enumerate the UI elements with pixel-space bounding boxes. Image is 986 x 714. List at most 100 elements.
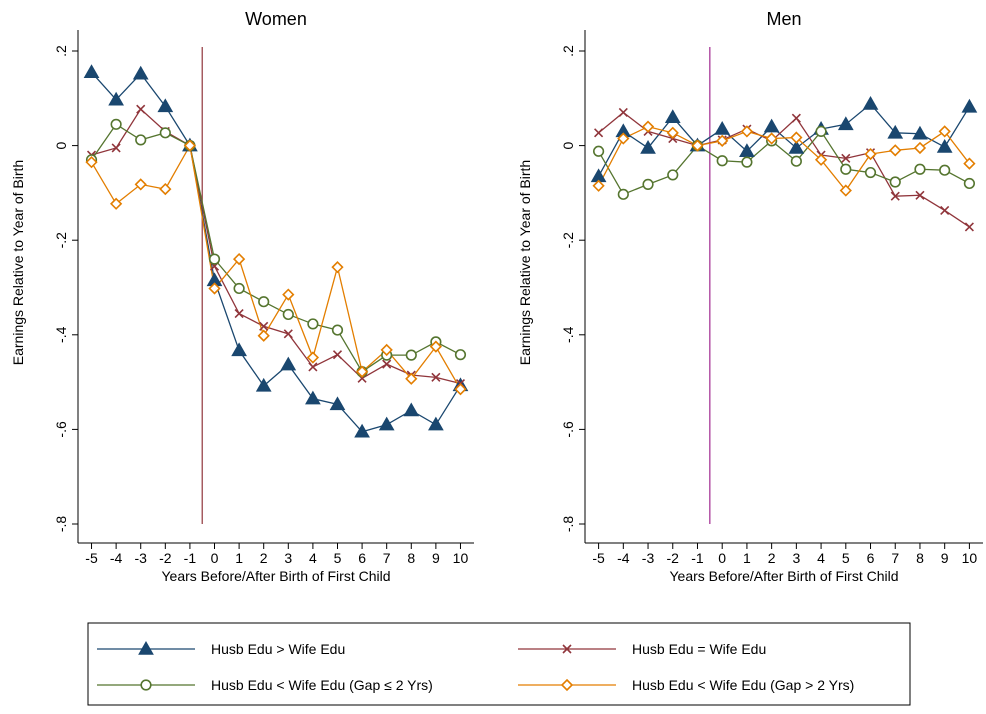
data-point-men-0: [664, 109, 681, 123]
data-point-women-3: [380, 343, 393, 357]
data-point-men-1: [791, 113, 801, 123]
y-tick-label-women: -.4: [53, 326, 69, 343]
data-point-men-3: [889, 144, 902, 157]
series-line-men-0: [598, 103, 970, 177]
data-point-women-1: [136, 104, 146, 114]
data-point-men-2: [790, 155, 802, 167]
data-point-women-3: [183, 139, 197, 152]
data-point-women-1: [234, 308, 244, 319]
data-point-men-1: [841, 153, 851, 163]
data-point-women-0: [83, 64, 100, 79]
data-point-women-0: [157, 98, 174, 113]
data-point-men-0: [640, 139, 656, 154]
y-tick-label-women: 0: [53, 141, 69, 149]
x-tick-label-women: -3: [134, 550, 147, 566]
data-point-men-0: [739, 143, 755, 158]
data-point-men-0: [862, 95, 879, 110]
data-point-men-3: [864, 147, 877, 161]
data-point-women-3: [257, 329, 270, 342]
data-point-men-3: [641, 120, 655, 133]
x-tick-label-men: -3: [642, 550, 655, 566]
series-line-women-3: [90, 143, 462, 390]
data-point-women-3: [208, 282, 221, 295]
y-tick-label-men: 0: [560, 141, 576, 149]
data-point-women-3: [109, 197, 123, 210]
y-tick-label-men: -.4: [560, 326, 576, 343]
data-point-men-1: [964, 222, 974, 232]
x-tick-label-women: -4: [110, 550, 123, 566]
data-point-men-3: [814, 153, 828, 166]
data-point-men-2: [667, 169, 679, 181]
chart-title-men: Men: [766, 9, 801, 29]
x-tick-label-men: 1: [743, 550, 751, 566]
data-point-women-0: [329, 396, 346, 411]
data-point-men-3: [617, 132, 630, 145]
data-point-men-2: [840, 163, 852, 175]
data-point-women-1: [431, 372, 441, 382]
x-tick-label-women: 7: [383, 550, 391, 566]
data-point-men-2: [815, 125, 827, 138]
data-point-women-1: [308, 362, 318, 372]
data-point-men-1: [594, 128, 604, 138]
data-point-women-0: [305, 390, 321, 405]
legend-marker-1: [562, 644, 572, 654]
y-axis-label-women: Earnings Relative to Year of Birth: [10, 160, 26, 365]
data-point-women-0: [354, 423, 370, 438]
x-tick-label-men: -1: [691, 550, 704, 566]
data-point-women-0: [378, 416, 395, 431]
x-tick-label-men: 10: [962, 550, 978, 566]
legend-label-3: Husb Edu < Wife Edu (Gap > 2 Yrs): [632, 677, 854, 693]
legend-marker-0: [138, 640, 154, 655]
x-tick-label-women: 6: [358, 550, 366, 566]
data-point-men-0: [887, 124, 904, 139]
x-tick-label-women: 10: [453, 550, 469, 566]
data-point-women-3: [306, 351, 320, 364]
data-point-women-3: [454, 383, 467, 396]
data-point-men-1: [915, 190, 925, 200]
data-point-men-3: [740, 125, 754, 138]
data-point-women-1: [283, 329, 293, 339]
x-tick-label-women: -2: [159, 550, 172, 566]
data-point-women-0: [255, 377, 272, 392]
x-tick-label-women: -5: [85, 550, 98, 566]
legend-marker-2: [140, 679, 152, 691]
data-point-women-3: [331, 261, 344, 274]
y-tick-label-women: -.6: [53, 421, 69, 438]
x-tick-label-men: 6: [867, 550, 875, 566]
data-point-women-1: [259, 321, 269, 331]
data-point-women-2: [282, 308, 294, 321]
data-point-men-2: [889, 176, 901, 188]
series-line-men-1: [598, 111, 970, 228]
data-point-men-1: [940, 205, 950, 215]
x-tick-label-women: 0: [211, 550, 219, 566]
x-axis-label-men: Years Before/After Birth of First Child: [669, 568, 898, 584]
data-point-women-2: [331, 324, 344, 336]
data-point-women-3: [159, 182, 172, 196]
x-tick-label-women: 9: [432, 550, 440, 566]
data-point-women-2: [110, 118, 122, 130]
x-tick-label-women: 8: [407, 550, 415, 566]
data-point-women-3: [232, 252, 246, 266]
data-point-men-0: [788, 139, 805, 154]
data-point-men-0: [714, 121, 731, 135]
series-line-men-3: [598, 125, 970, 192]
x-tick-label-men: 3: [792, 550, 800, 566]
data-point-women-2: [135, 134, 147, 146]
x-tick-label-women: -1: [184, 550, 197, 566]
data-point-women-3: [355, 365, 369, 378]
data-point-men-3: [765, 132, 778, 145]
data-point-women-2: [258, 296, 270, 308]
data-point-women-1: [111, 143, 121, 153]
data-point-women-0: [428, 416, 444, 431]
data-point-men-3: [716, 134, 729, 148]
data-point-women-2: [208, 253, 221, 265]
data-point-men-3: [691, 139, 704, 152]
data-point-women-0: [108, 91, 124, 106]
data-point-women-2: [159, 127, 171, 139]
legend-label-2: Husb Edu < Wife Edu (Gap ≤ 2 Yrs): [211, 677, 433, 693]
y-axis-label-men: Earnings Relative to Year of Birth: [517, 160, 533, 365]
y-tick-label-men: -.8: [560, 516, 576, 533]
series-line-women-1: [91, 108, 461, 385]
data-point-women-1: [332, 350, 343, 360]
